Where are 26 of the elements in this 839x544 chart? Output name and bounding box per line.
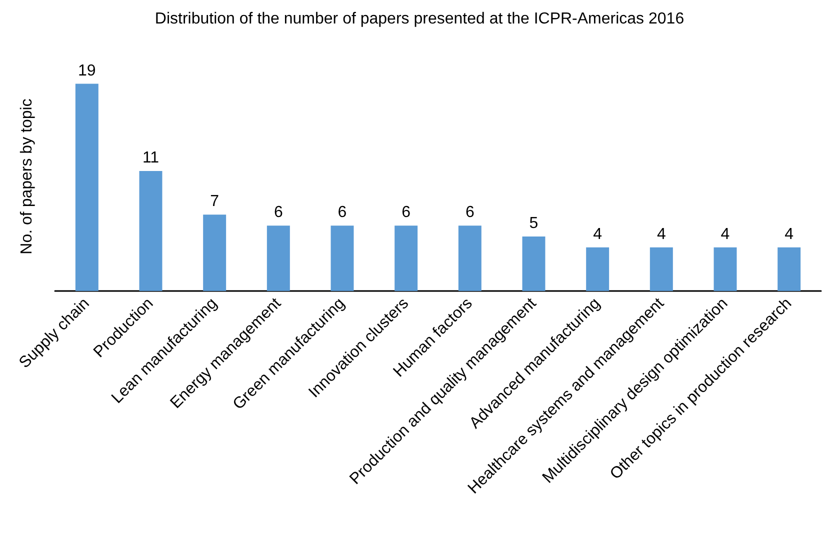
bar — [778, 247, 801, 291]
data-label: 4 — [593, 226, 602, 243]
data-label: 6 — [338, 204, 347, 222]
data-label: 7 — [210, 193, 220, 210]
data-label: 4 — [784, 226, 794, 243]
bar — [458, 226, 482, 291]
data-label: 6 — [402, 204, 411, 222]
bar — [330, 226, 354, 291]
bar — [75, 84, 98, 291]
data-label: 5 — [529, 214, 538, 232]
data-label: 11 — [142, 150, 160, 167]
bar — [522, 236, 546, 291]
bar — [714, 247, 737, 291]
bar — [203, 214, 226, 291]
data-label: 6 — [274, 204, 283, 222]
bar — [139, 171, 162, 291]
bar — [650, 247, 673, 291]
data-label: 4 — [656, 226, 666, 243]
bar — [394, 226, 418, 291]
bar — [266, 226, 290, 291]
y-axis-title: No. of papers by topic — [18, 98, 36, 254]
data-label: 4 — [720, 226, 730, 243]
chart-title: Distribution of the number of papers presented at the ICPR-Americas 2016 — [154, 10, 684, 28]
bar — [586, 247, 610, 291]
data-label: 19 — [78, 62, 96, 80]
data-label: 6 — [465, 204, 474, 222]
